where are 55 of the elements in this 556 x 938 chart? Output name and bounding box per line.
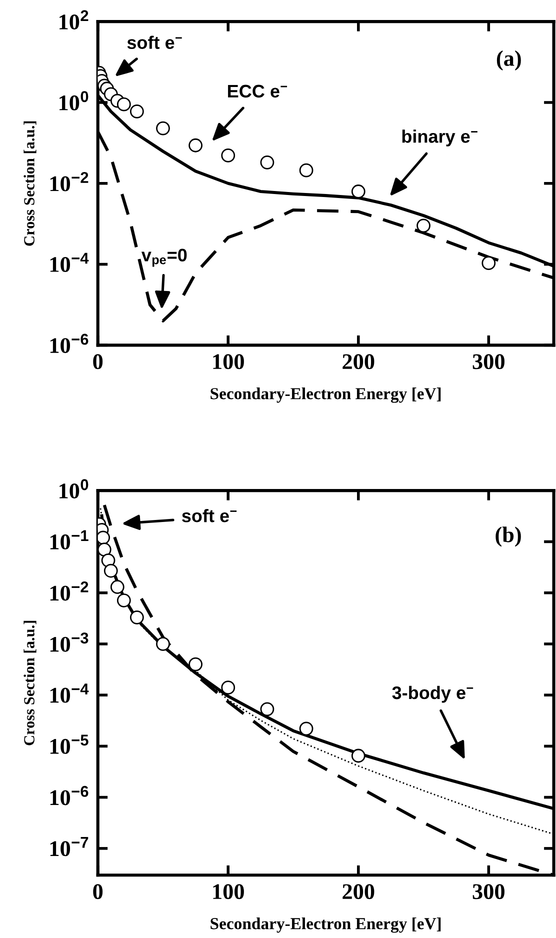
point bbox=[351, 748, 366, 763]
y-tick-label: 10$^{−7}$ bbox=[50, 837, 88, 856]
annotation: soft e$^{−}$ bbox=[127, 36, 182, 49]
point bbox=[221, 148, 236, 162]
y-tick-label: 10$^{−1}$ bbox=[50, 530, 88, 550]
annotation: (b) bbox=[496, 526, 521, 547]
point bbox=[299, 163, 314, 178]
point bbox=[188, 657, 202, 672]
x-axis-title: Secondary-Electron Energy [eV] bbox=[210, 918, 441, 933]
annotation: ECC e$^{−}$ bbox=[228, 84, 288, 98]
point bbox=[98, 542, 112, 557]
annotation: 3-body e$^{−}$ bbox=[392, 686, 474, 703]
point bbox=[130, 104, 144, 118]
point bbox=[351, 184, 366, 198]
x-tick-label: 200 bbox=[342, 884, 374, 900]
x-tick-label: 0 bbox=[93, 884, 103, 900]
annotation: (a) bbox=[496, 50, 521, 70]
x-tick-label: 200 bbox=[342, 354, 374, 370]
x-axis-title: Secondary-Electron Energy [eV] bbox=[210, 388, 441, 403]
y-axis-title: Cross Section [a.u.] bbox=[24, 620, 36, 746]
annotation: soft e$^{−}$ bbox=[182, 508, 237, 522]
x-tick-label: 300 bbox=[472, 884, 504, 900]
point bbox=[416, 218, 430, 233]
point bbox=[156, 636, 170, 651]
x-tick-label: 0 bbox=[93, 354, 103, 370]
y-tick-label: 10$^{0}$ bbox=[60, 479, 88, 498]
point bbox=[260, 702, 274, 716]
annotation: binary e$^{−}$ bbox=[402, 130, 478, 146]
y-tick-label: 10$^{−5}$ bbox=[50, 734, 88, 754]
point bbox=[221, 680, 236, 695]
y-tick-label: 10$^{−2}$ bbox=[50, 172, 88, 192]
y-tick-label: 10$^{−6}$ bbox=[50, 334, 88, 354]
x-tick-label: 300 bbox=[472, 354, 504, 370]
point bbox=[156, 121, 170, 136]
point bbox=[130, 610, 144, 624]
y-tick-label: 10$^{−2}$ bbox=[50, 581, 88, 601]
point bbox=[116, 593, 131, 608]
y-tick-label: 10$^{0}$ bbox=[60, 91, 88, 110]
point bbox=[482, 256, 496, 270]
point bbox=[110, 580, 124, 594]
point bbox=[116, 97, 131, 112]
y-tick-label: 10$^{−4}$ bbox=[50, 684, 89, 703]
x-tick-label: 100 bbox=[213, 884, 244, 900]
annotation: v$_{pe}$=0 bbox=[141, 248, 187, 267]
y-axis-title: Cross Section [a.u.] bbox=[24, 121, 36, 246]
y-tick-label: 10$^{−3}$ bbox=[50, 632, 88, 652]
point bbox=[98, 530, 110, 545]
point bbox=[188, 138, 202, 152]
point bbox=[299, 722, 314, 736]
y-tick-label: 10$^{−4}$ bbox=[50, 252, 89, 272]
point bbox=[104, 564, 118, 578]
y-tick-label: 10$^{−6}$ bbox=[50, 786, 88, 806]
point bbox=[260, 155, 274, 170]
y-tick-label: 10$^{2}$ bbox=[60, 10, 88, 30]
x-tick-label: 100 bbox=[213, 354, 244, 370]
